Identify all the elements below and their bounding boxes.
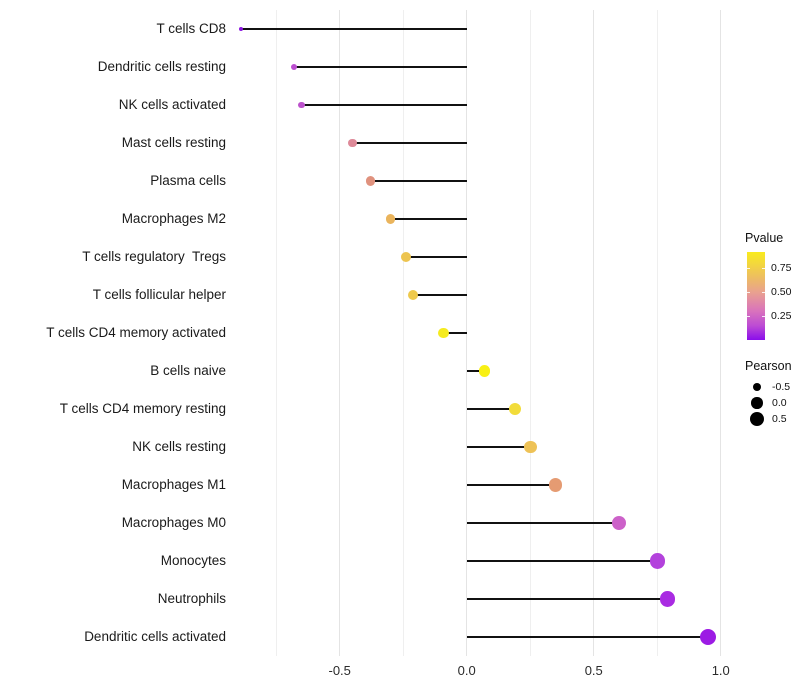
category-label: Plasma cells — [150, 173, 226, 188]
lollipop-dot — [290, 63, 298, 71]
lollipop-dot — [348, 138, 357, 148]
lollipop-stem — [301, 104, 467, 106]
pvalue-tick-label: 0.75 — [771, 262, 792, 275]
category-label: Dendritic cells activated — [84, 629, 226, 644]
x-tick-label: -0.5 — [328, 663, 351, 678]
x-gridline — [466, 10, 468, 656]
plot-panel — [233, 10, 736, 656]
pvalue-tick-label: 0.25 — [771, 310, 792, 323]
category-label: Mast cells resting — [121, 135, 226, 150]
pvalue-legend-title: Pvalue — [745, 231, 784, 245]
x-gridline — [402, 10, 404, 656]
pvalue-bar-tick — [762, 292, 765, 294]
lollipop-dot — [523, 440, 537, 454]
category-label: T cells follicular helper — [92, 287, 226, 302]
category-label: Dendritic cells resting — [97, 59, 226, 74]
category-label: Macrophages M2 — [121, 211, 226, 226]
lollipop-dot — [508, 402, 522, 416]
lollipop-stem — [466, 522, 620, 524]
x-gridline — [656, 10, 658, 656]
pearson-legend-dot — [752, 382, 762, 392]
pearson-legend-dot — [749, 411, 764, 426]
y-axis-labels: T cells CD8 Dendritic cells resting NK cel… — [0, 0, 226, 700]
x-tick-label: 0.5 — [584, 663, 603, 678]
pvalue-bar-tick — [747, 292, 750, 294]
lollipop-dot — [408, 289, 419, 301]
lollipop-dot — [649, 553, 665, 569]
category-label: T cells CD4 memory activated — [46, 325, 226, 340]
pvalue-bar-tick — [747, 316, 750, 318]
x-tick-label: 0.0 — [457, 663, 476, 678]
x-gridline — [275, 10, 277, 656]
lollipop-dot — [611, 515, 627, 531]
pearson-legend-label: 0.0 — [772, 397, 787, 409]
lollipop-stem — [240, 28, 467, 30]
x-gridline — [529, 10, 531, 656]
pvalue-bar-tick — [762, 268, 765, 270]
lollipop-dot — [385, 214, 396, 224]
pearson-legend-label: 0.5 — [772, 413, 787, 425]
category-label: T cells CD4 memory resting — [59, 401, 226, 416]
lollipop-stem — [466, 598, 668, 600]
lollipop-stem — [466, 636, 709, 638]
lollipop-dot — [700, 629, 717, 645]
pearson-legend-dot — [751, 397, 763, 409]
lollipop-stem — [293, 66, 467, 68]
category-label: T cells CD8 — [156, 21, 226, 36]
lollipop-dot — [400, 251, 411, 262]
lollipop-stem — [390, 218, 467, 220]
lollipop-stem — [443, 332, 467, 334]
lollipop-stem — [405, 256, 467, 258]
category-label: NK cells activated — [118, 97, 226, 112]
category-label: NK cells resting — [132, 439, 226, 454]
lollipop-stem — [466, 484, 556, 486]
x-tick-label: 1.0 — [711, 663, 730, 678]
category-label: Macrophages M0 — [121, 515, 226, 530]
lollipop-stem — [413, 294, 467, 296]
lollipop-stem — [466, 560, 658, 562]
lollipop-dot — [298, 101, 306, 109]
pearson-legend-title: Pearson — [745, 359, 792, 373]
lollipop-dot — [548, 478, 563, 492]
category-label: B cells naive — [150, 363, 226, 378]
x-gridline — [593, 10, 595, 656]
lollipop-stem — [466, 408, 515, 410]
category-label: Monocytes — [160, 553, 226, 568]
lollipop-dot — [478, 365, 491, 377]
lollipop-dot — [365, 176, 375, 186]
x-gridline — [720, 10, 722, 656]
pearson-legend-label: -0.5 — [772, 381, 791, 393]
lollipop-stem — [466, 370, 485, 372]
category-label: Neutrophils — [157, 591, 226, 606]
lollipop-stem — [370, 180, 467, 182]
pvalue-tick-label: 0.50 — [771, 286, 792, 299]
lollipop-stem — [352, 142, 467, 144]
pvalue-bar-tick — [747, 268, 750, 270]
lollipop-dot — [238, 26, 243, 31]
x-gridline — [339, 10, 341, 656]
lollipop-dot — [659, 591, 676, 607]
lollipop-stem — [466, 446, 531, 448]
category-label: Macrophages M1 — [121, 477, 226, 492]
lollipop-dot — [438, 327, 450, 339]
pvalue-bar-tick — [762, 316, 765, 318]
pvalue-gradient-bar — [747, 252, 765, 340]
category-label: T cells regulatory Tregs — [82, 249, 226, 264]
